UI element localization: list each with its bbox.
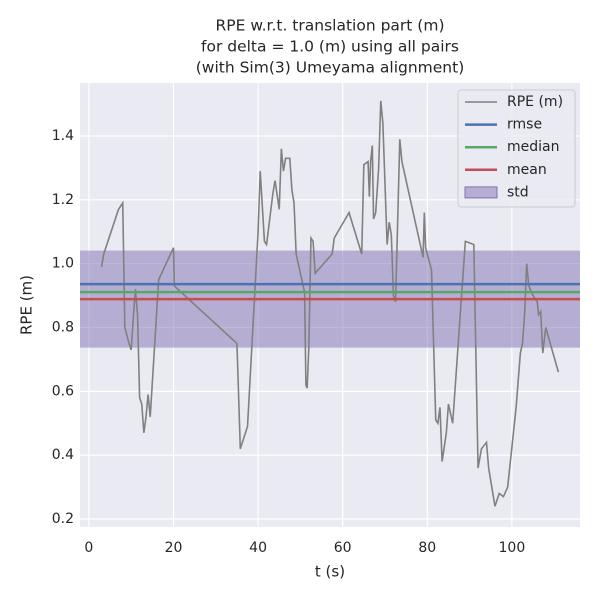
chart-title: for delta = 1.0 (m) using all pairs (201, 38, 459, 56)
chart-title: (with Sim(3) Umeyama alignment) (196, 59, 465, 77)
y-axis-label: RPE (m) (18, 275, 36, 335)
legend-label: median (507, 139, 559, 155)
x-tick-label: 80 (418, 540, 436, 556)
legend-label: std (507, 184, 529, 200)
x-tick-label: 20 (165, 540, 183, 556)
legend-box (457, 89, 576, 208)
legend-label: RPE (m) (507, 94, 563, 110)
data-line (100, 100, 560, 507)
x-tick-label: 60 (334, 540, 352, 556)
y-tick-label: 0.8 (52, 320, 74, 336)
y-tick-label: 0.4 (52, 447, 74, 463)
data (80, 100, 580, 507)
legend-swatch (464, 186, 498, 199)
y-tick-label: 1.4 (52, 128, 74, 144)
legend-label: rmse (507, 117, 542, 133)
x-axis-label: t (s) (315, 563, 345, 581)
y-tick-label: 0.6 (52, 383, 74, 399)
y-tick-label: 1.0 (52, 256, 74, 272)
y-tick-label: 1.2 (52, 192, 74, 208)
x-tick-label: 100 (499, 540, 526, 556)
legend: RPE (m) rmse median mean std (457, 89, 576, 208)
x-tick-label: 0 (84, 540, 93, 556)
legend-label: mean (507, 162, 547, 178)
y-tick-label: 0.2 (52, 511, 74, 527)
x-tick-label: 40 (249, 540, 267, 556)
chart-title: RPE w.r.t. translation part (m) (215, 17, 444, 35)
